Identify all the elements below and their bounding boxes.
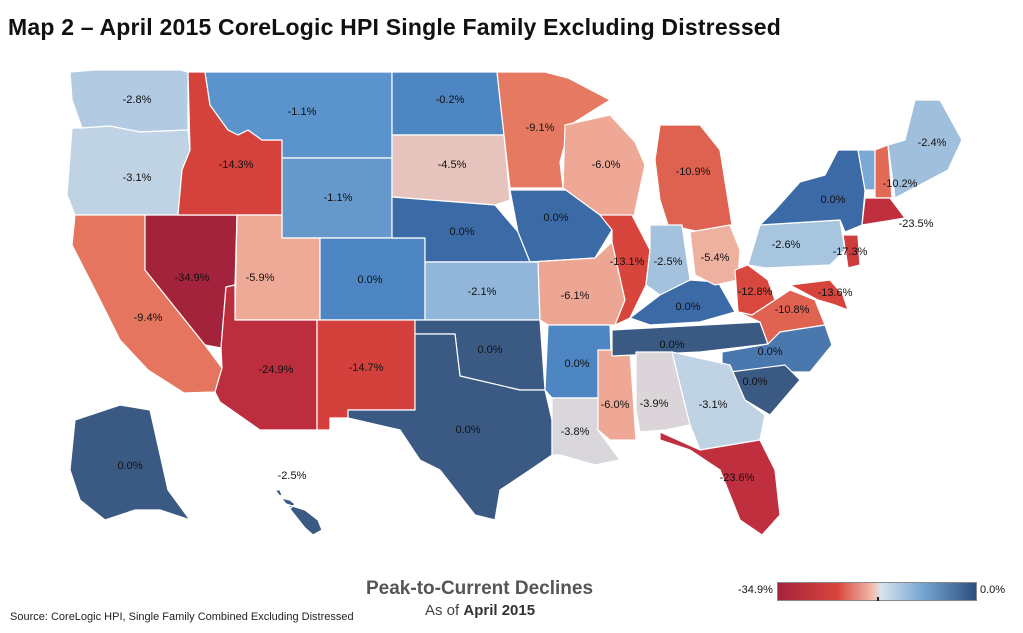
state-label-ky: 0.0% [675,301,700,313]
state-label-wi: -6.0% [592,159,621,171]
scale-min-label: -34.9% [738,584,773,596]
state-label-ca: -9.4% [134,312,163,324]
state-md [789,279,849,311]
state-label-hi: -2.5% [278,470,307,482]
state-tx [347,333,553,521]
state-il [599,214,651,326]
state-label-ak: 0.0% [117,460,142,472]
state-label-ks: -2.1% [468,286,497,298]
state-label-md: -13.6% [818,287,853,299]
state-label-wy: -1.1% [324,192,353,204]
state-ky [629,279,736,326]
legend-subtitle-date: April 2015 [463,602,536,619]
state-label-ar: 0.0% [564,358,589,370]
state-label-in: -2.5% [654,256,683,268]
state-label-az: -24.9% [259,364,294,376]
state-label-nd: -0.2% [436,94,465,106]
state-label-tx: 0.0% [455,424,480,436]
state-hi [274,489,323,536]
state-label-mt: -1.1% [288,106,317,118]
state-label-la: -3.8% [561,426,590,438]
state-wi [562,114,646,226]
state-label-or: -3.1% [123,172,152,184]
state-fl [659,431,781,536]
state-label-mi: -10.9% [676,166,711,178]
state-label-ne: 0.0% [449,226,474,238]
state-tn [611,321,769,357]
state-sd [391,134,511,206]
state-mi [654,124,733,233]
state-label-ms: -6.0% [601,399,630,411]
state-label-al: -3.9% [640,398,669,410]
state-ga [671,351,766,451]
state-label-nv: -34.9% [175,272,210,284]
state-ak [69,404,191,521]
state-label-pa: -2.6% [772,239,801,251]
scale-max-label: 0.0% [980,584,1006,596]
state-nh [874,144,893,199]
state-label-ok: 0.0% [477,344,502,356]
state-or [66,125,191,216]
state-label-me: -2.4% [918,137,947,149]
state-shapes [66,69,963,536]
state-labels: -2.8% -3.1% -9.4% -34.9% -14.3% -1.1% -1.1% -5.… [117,94,946,484]
state-nj [842,234,861,269]
state-label-sc: 0.0% [742,376,767,388]
color-scale-tick [877,597,879,601]
state-label-wa: -2.8% [123,94,152,106]
state-me [887,99,963,199]
state-label-nh: -10.2% [883,178,918,190]
state-label-tn: 0.0% [659,339,684,351]
state-ny [759,149,866,233]
state-label-wv: -12.8% [738,286,773,298]
state-label-ia: 0.0% [543,212,568,224]
state-label-mn: -9.1% [526,122,555,134]
state-label-il: -13.1% [610,256,645,268]
state-label-oh: -5.4% [701,252,730,264]
state-label-fl: -23.6% [720,472,755,484]
state-label-nc: 0.0% [757,346,782,358]
state-label-id: -14.3% [219,159,254,171]
state-label-co: 0.0% [357,274,382,286]
state-label-va: -10.8% [775,304,810,316]
legend-subtitle: As of April 2015 [425,602,535,619]
state-label-ma: -23.5% [899,218,934,230]
state-ma [861,197,906,226]
state-label-nj: -17.3% [833,246,868,258]
state-label-mo: -6.1% [561,290,590,302]
source-note: Source: CoreLogic HPI, Single Family Com… [10,611,354,623]
legend-subtitle-prefix: As of [425,602,460,619]
state-label-nm: -14.7% [349,362,384,374]
map-title: Map 2 – April 2015 CoreLogic HPI Single … [8,14,782,40]
state-label-ny: 0.0% [820,194,845,206]
state-label-ut: -5.9% [246,272,275,284]
state-ms [597,349,637,441]
state-label-sd: -4.5% [438,159,467,171]
state-label-ga: -3.1% [699,399,728,411]
legend-title: Peak-to-Current Declines [366,578,594,599]
state-va [737,289,826,345]
